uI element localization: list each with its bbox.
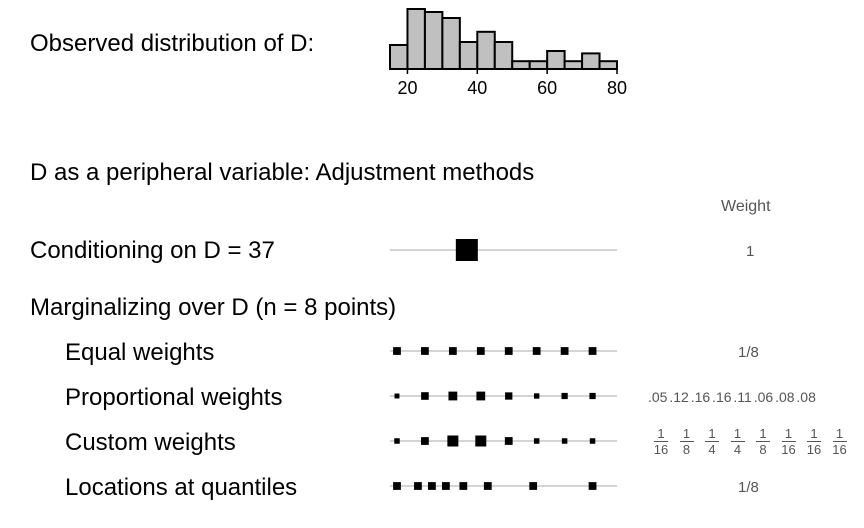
histogram-bar: [546, 50, 566, 70]
custom-point: [447, 435, 459, 447]
equal-point: [448, 347, 457, 355]
weight-equal: 1/8: [738, 344, 759, 361]
histogram-bar: [441, 17, 461, 70]
fraction-numerator: 1: [759, 426, 767, 441]
equal-point: [393, 347, 401, 355]
equal-point: [504, 347, 513, 355]
histogram-bar: [563, 60, 584, 71]
fraction-denominator: 16: [781, 442, 796, 457]
custom-point: [394, 438, 400, 444]
equal-point: [532, 347, 541, 355]
custom-point: [561, 438, 568, 444]
histogram-bar: [389, 44, 409, 70]
fraction-denominator: 8: [682, 442, 691, 457]
fraction-bar: [705, 441, 719, 442]
proportional-point: [505, 392, 513, 400]
histogram-bar: [511, 60, 531, 71]
fraction-numerator: 1: [784, 426, 793, 441]
proportional-point: [476, 391, 486, 401]
fraction-bar: [654, 441, 668, 442]
quantiles-point: [588, 482, 597, 490]
x-tick-label: 80: [607, 78, 627, 98]
proportional-point: [533, 393, 540, 399]
fraction-bar: [756, 441, 770, 442]
equal-point: [588, 347, 597, 355]
proportional-weights-label: Proportional weights: [65, 384, 283, 411]
weight-conditioning: 1: [746, 243, 755, 260]
marginalizing-label: Marginalizing over D (n = 8 points): [30, 294, 397, 321]
fraction-denominator: 4: [708, 442, 716, 457]
fraction-denominator: 16: [806, 442, 822, 457]
fraction-bar: [832, 441, 847, 442]
fraction-numerator: 1: [733, 426, 742, 441]
observed-label: Observed distribution of D:: [30, 30, 315, 57]
fraction-bar: [807, 441, 821, 442]
fraction-numerator: 1: [835, 426, 844, 441]
histogram-bar: [406, 8, 426, 70]
x-tick-label: 60: [537, 78, 557, 98]
custom-weights-label: Custom weights: [65, 429, 236, 456]
fraction-bar: [781, 441, 796, 442]
custom-point: [421, 437, 429, 445]
custom-weight-fraction: 1 16: [832, 427, 848, 456]
peripheral-heading: D as a peripheral variable: Adjustment m…: [30, 159, 535, 186]
proportional-point: [394, 393, 400, 399]
custom-point: [504, 437, 513, 445]
custom-weight-fraction: 1 16: [806, 427, 822, 456]
fraction-bar: [679, 441, 694, 442]
quantiles-point: [441, 482, 450, 490]
proportional-point: [589, 392, 596, 400]
custom-point: [533, 438, 540, 444]
histogram-bar: [528, 60, 549, 71]
conditioning-point: [455, 239, 478, 261]
quantiles-point: [428, 482, 436, 490]
equal-weights-label: Equal weights: [65, 339, 215, 366]
histogram-bar: [493, 41, 514, 70]
quantiles-point: [393, 482, 401, 490]
weight-header: Weight: [721, 198, 771, 215]
fraction-numerator: 1: [810, 426, 818, 441]
fraction-denominator: 8: [759, 442, 767, 457]
quantiles-point: [414, 482, 422, 490]
fraction-numerator: 1: [657, 426, 665, 441]
fraction-denominator: 16: [653, 442, 669, 457]
quantiles-point: [483, 482, 492, 490]
quantiles-label: Locations at quantiles: [65, 474, 298, 501]
conditioning-label: Conditioning on D = 37: [30, 237, 275, 264]
histogram-bar: [476, 30, 496, 70]
fraction-bar: [730, 441, 745, 442]
histogram-bar: [458, 41, 479, 70]
proportional-point: [561, 392, 568, 400]
fraction-numerator: 1: [708, 426, 716, 441]
histogram-bar: [423, 11, 444, 70]
histogram-bar: [598, 60, 618, 71]
equal-point: [476, 347, 485, 355]
fraction-denominator: 4: [733, 442, 742, 457]
x-tick-label: 40: [467, 78, 487, 98]
weight-quantiles: 1/8: [738, 479, 759, 496]
x-tick-label: 20: [397, 78, 417, 98]
quantiles-point: [459, 482, 468, 490]
custom-point: [475, 435, 487, 447]
custom-point: [589, 438, 596, 444]
custom-weight-fraction: 1 16: [653, 427, 669, 456]
proportional-point: [448, 391, 458, 401]
proportional-point: [421, 392, 429, 400]
fraction-numerator: 1: [682, 426, 691, 441]
equal-point: [421, 347, 429, 355]
custom-weight-fraction: 1 16: [781, 427, 797, 456]
weight-proportional: .05 .12 .16 .16 .11 .06 .08 .08: [648, 389, 816, 405]
quantiles-point: [529, 482, 538, 490]
equal-point: [560, 347, 569, 355]
histogram-bar: [581, 52, 601, 71]
fraction-denominator: 16: [832, 442, 847, 457]
